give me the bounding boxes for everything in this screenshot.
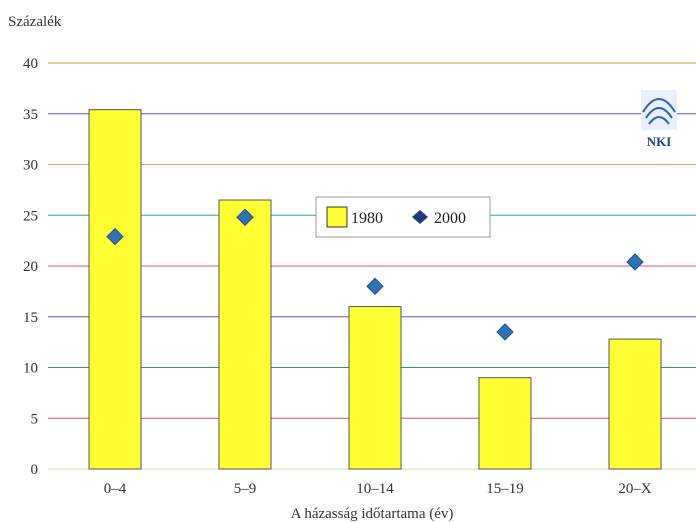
bar-1980 [478,377,532,470]
y-tick-label: 25 [23,208,38,224]
y-tick-label: 5 [31,411,39,427]
y-tick-label: 35 [23,107,38,123]
legend-label-2000: 2000 [434,210,466,227]
bars-1980 [88,109,662,470]
x-axis-title: A házasság időtartama (év) [291,506,454,522]
y-axis-title: Százalék [8,14,62,30]
logo-emblem [641,90,677,130]
marker-2000 [236,208,254,226]
y-tick-label: 40 [23,56,38,72]
bar-1980 [218,199,272,470]
x-axis-ticks: 0–4 5–9 10–14 15–19 20–X [104,481,652,497]
y-tick-label: 20 [23,259,38,275]
x-tick-label: 0–4 [104,481,127,497]
legend: 1980 2000 [315,196,491,238]
nki-logo: NKI [641,90,677,149]
y-tick-label: 0 [31,462,39,478]
y-tick-label: 15 [23,310,38,326]
bar-1980 [348,306,402,470]
marker-2000 [106,227,124,246]
x-tick-label: 20–X [618,481,652,497]
x-tick-label: 15–19 [486,481,524,497]
marker-2000 [366,277,384,296]
legend-swatch-1980 [326,206,348,228]
bar-1980 [608,338,662,470]
logo-text: NKI [647,134,672,149]
legend-marker-2000 [412,210,428,224]
x-tick-label: 10–14 [356,481,394,497]
marker-2000 [496,323,514,341]
y-tick-label: 10 [23,361,38,377]
legend-label-1980: 1980 [351,210,383,227]
marker-2000 [626,253,644,271]
y-tick-label: 30 [23,158,38,174]
markers-2000 [106,208,644,341]
bar-1980 [88,109,142,470]
x-tick-label: 5–9 [234,481,257,497]
y-axis-ticks: 0 5 10 15 20 25 30 35 40 [23,56,38,478]
